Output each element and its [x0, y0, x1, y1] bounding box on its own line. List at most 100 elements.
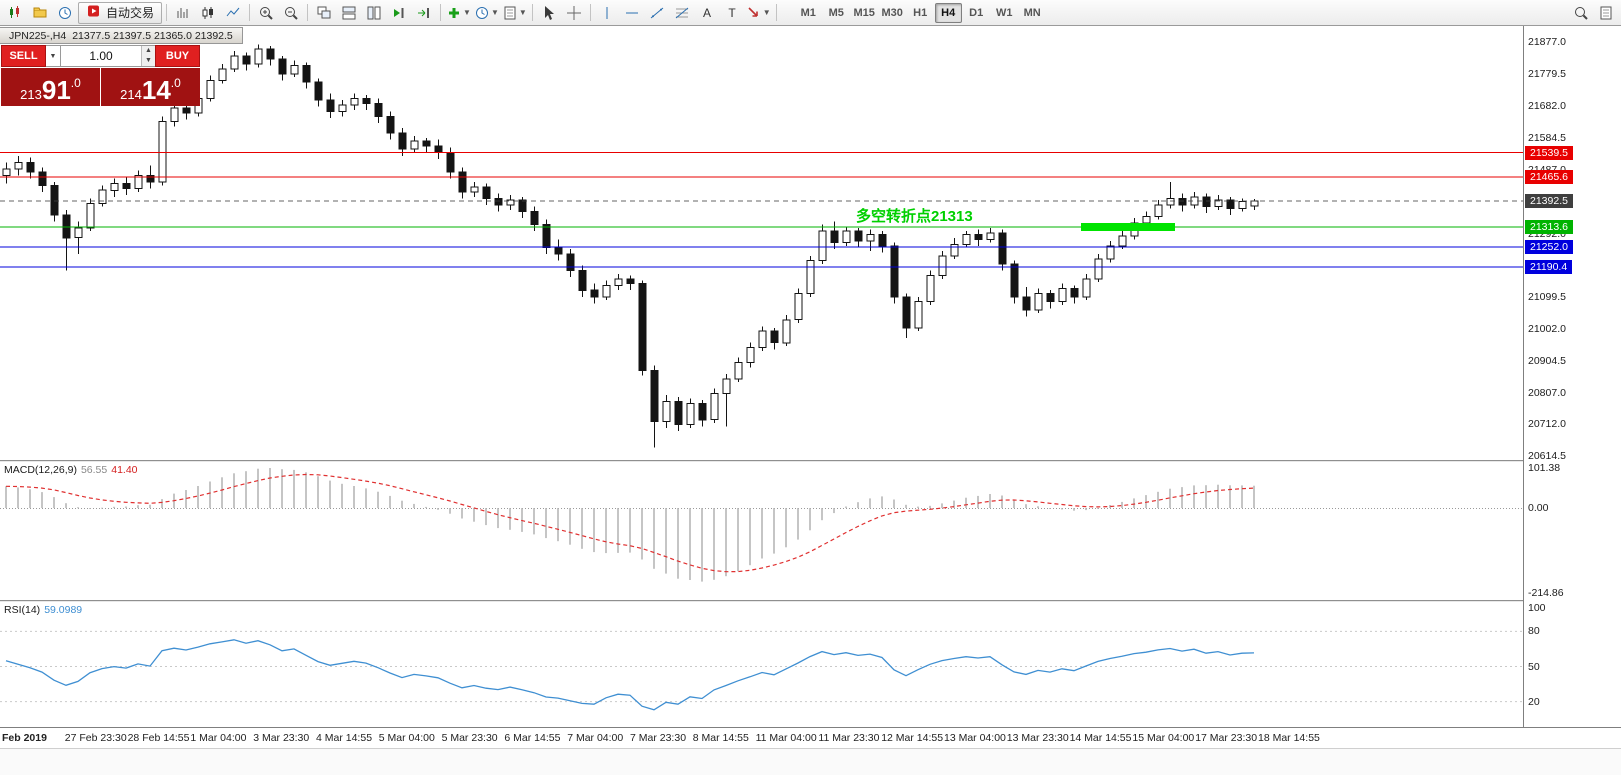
volume-down-button[interactable]: ▼ [142, 56, 155, 66]
chevron-down-icon: ▼ [762, 8, 771, 17]
cursor-button[interactable] [537, 2, 561, 24]
data-window-icon-icon [1598, 5, 1614, 21]
pivot-highlight-bar[interactable] [1081, 222, 1175, 231]
templates-icon [502, 5, 518, 21]
chart-shift-icon [416, 5, 432, 21]
rsi-axis-label: 80 [1528, 625, 1540, 638]
volume-dropdown[interactable]: ▼ [46, 45, 61, 67]
periods-icon [474, 5, 490, 21]
profiles-icon[interactable] [28, 2, 52, 24]
crosshair-button[interactable] [562, 2, 586, 24]
vertical-line-button[interactable] [595, 2, 619, 24]
toolbar-separator [249, 4, 251, 21]
chart-workspace: JPN225-,H4 21377.5 21397.5 21365.0 21392… [0, 26, 1621, 748]
auto-scroll-button[interactable] [387, 2, 411, 24]
horizontal-line-button[interactable] [620, 2, 644, 24]
price-axis[interactable]: 21877.021779.521682.021584.521487.021389… [1523, 26, 1621, 727]
arrows-button[interactable]: ▼ [745, 2, 772, 24]
text-button[interactable]: A [695, 2, 719, 24]
rsi-value: 59.0989 [44, 604, 83, 616]
label-button[interactable]: T [720, 2, 744, 24]
auto-trading-label: 自动交易 [106, 6, 155, 20]
volume-up-button[interactable]: ▲ [142, 46, 155, 56]
tile-vertically-button[interactable] [362, 2, 386, 24]
sell-price[interactable]: 213 91.0 [1, 68, 100, 106]
search-icon[interactable] [1569, 2, 1593, 24]
data-window-icon[interactable] [1594, 2, 1618, 24]
time-label: 5 Mar 23:30 [441, 732, 498, 744]
templates-button[interactable]: ▼ [501, 2, 528, 24]
market-watch-icon[interactable] [53, 2, 77, 24]
price-axis-label: 20807.0 [1528, 386, 1566, 399]
time-label: 6 Mar 14:55 [504, 732, 561, 744]
time-label: 3 Mar 23:30 [253, 732, 310, 744]
time-label: 7 Mar 23:30 [630, 732, 687, 744]
candlestick-chart-button[interactable] [196, 2, 220, 24]
timeframe-m5[interactable]: M5 [828, 6, 844, 19]
time-axis[interactable]: Feb 2019 27 Feb 23:30 28 Feb 14:55 1 Mar 04… [0, 727, 1621, 748]
time-label: 14 Mar 14:55 [1069, 732, 1132, 744]
price-chart-canvas[interactable] [0, 26, 1523, 460]
time-label: 27 Feb 23:30 [64, 732, 127, 744]
tile-horizontally-button[interactable] [337, 2, 361, 24]
sell-button[interactable]: SELL [1, 45, 46, 67]
macd-canvas[interactable] [0, 462, 1523, 600]
zoom-in-button[interactable] [254, 2, 278, 24]
search-icon-icon [1573, 5, 1589, 21]
toolbar: 自动交易 ▼ ▼ ▼ A T ▼ M1 M5 M15 M30 H1 H4 D1 W1 MN [0, 0, 1621, 26]
cascade-windows-button[interactable] [312, 2, 336, 24]
horizontal-line-icon [624, 5, 640, 21]
rsi-axis-label: 100 [1528, 602, 1546, 614]
timeframe-m1[interactable]: M1 [800, 6, 816, 19]
panel-splitter-rsi[interactable] [0, 600, 1621, 602]
chart-title-tab[interactable]: JPN225-,H4 21377.5 21397.5 21365.0 21392… [0, 27, 243, 44]
rsi-canvas[interactable] [0, 602, 1523, 727]
rsi-axis-label: 20 [1528, 695, 1540, 708]
toolbar-separator [589, 4, 591, 21]
auto-trading-button[interactable]: 自动交易 [78, 1, 163, 24]
timeframe-h4[interactable]: H4 [934, 2, 962, 23]
chevron-down-icon: ▼ [463, 8, 471, 17]
macd-label: MACD(12,26,9) 56.55 41.40 [4, 464, 138, 476]
trendline-button[interactable] [645, 2, 669, 24]
periods-button[interactable]: ▼ [473, 2, 500, 24]
price-axis-label: 21682.0 [1528, 99, 1566, 112]
cursor-icon [541, 5, 557, 21]
macd-histogram [5, 468, 1255, 582]
toolbar-separator [307, 4, 309, 21]
new-chart-icon[interactable] [3, 2, 27, 24]
arrows-icon [746, 5, 762, 21]
timeframe-mn[interactable]: MN [1023, 6, 1041, 19]
buy-price[interactable]: 214 14.0 [101, 68, 200, 106]
zoom-out-icon [283, 5, 299, 21]
buy-button[interactable]: BUY [155, 45, 200, 67]
timeframe-m15[interactable]: M15 [853, 6, 875, 19]
bar-chart-button[interactable] [171, 2, 195, 24]
timeframe-d1[interactable]: D1 [969, 6, 984, 19]
auto-trading-icon [86, 3, 102, 22]
chart-shift-button[interactable] [412, 2, 436, 24]
price-axis-label: 21779.5 [1528, 67, 1566, 80]
line-chart-button[interactable] [221, 2, 245, 24]
panel-splitter-macd[interactable] [0, 460, 1621, 462]
label-icon: T [724, 5, 740, 21]
level-price-tag: 21465.6 [1525, 169, 1573, 184]
fibonacci-icon [674, 5, 690, 21]
market-watch-icon-icon [57, 5, 73, 21]
timeframe-h1[interactable]: H1 [913, 6, 928, 19]
rsi-name: RSI(14) [4, 604, 41, 616]
macd-signal-value: 41.40 [111, 464, 138, 476]
time-label: 1 Mar 04:00 [190, 732, 247, 744]
toolbar-separator [531, 4, 533, 21]
zoom-out-button[interactable] [279, 2, 303, 24]
timeframe-w1[interactable]: W1 [995, 6, 1013, 19]
timeframe-m30[interactable]: M30 [881, 6, 903, 19]
volume-input[interactable] [61, 46, 141, 66]
chevron-down-icon: ▼ [518, 8, 527, 17]
indicators-icon [446, 5, 462, 21]
new-chart-icon-icon [7, 5, 23, 21]
time-label: 11 Mar 23:30 [818, 732, 880, 744]
indicators-button[interactable]: ▼ [445, 2, 472, 24]
fibonacci-button[interactable] [670, 2, 694, 24]
price-axis-label: 20712.0 [1528, 418, 1566, 431]
